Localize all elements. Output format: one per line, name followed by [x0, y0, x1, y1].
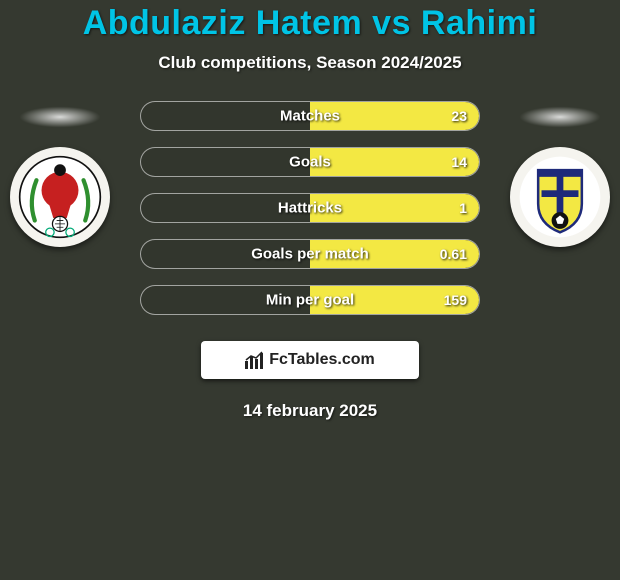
left-club-crest	[10, 147, 110, 247]
stat-right-value: 159	[444, 292, 467, 308]
left-player-badge	[0, 89, 120, 209]
brand-label: FcTables.com	[269, 351, 375, 369]
stat-row: Goals 14	[140, 147, 480, 177]
subtitle: Club competitions, Season 2024/2025	[0, 53, 620, 73]
stat-label: Matches	[280, 108, 340, 125]
infographic-root: Abdulaziz Hatem vs Rahimi Club competiti…	[0, 0, 620, 421]
date-label: 14 february 2025	[0, 401, 620, 421]
right-player-badge	[500, 89, 620, 209]
stat-label: Goals	[289, 154, 331, 171]
stat-row: Hattricks 1	[140, 193, 480, 223]
stat-label: Min per goal	[266, 292, 354, 309]
stat-row: Matches 23	[140, 101, 480, 131]
stat-row: Goals per match 0.61	[140, 239, 480, 269]
stat-label: Hattricks	[278, 200, 342, 217]
chart-icon	[245, 351, 265, 369]
stat-right-value: 14	[451, 154, 467, 170]
right-club-crest	[510, 147, 610, 247]
stat-row: Min per goal 159	[140, 285, 480, 315]
left-shadow	[6, 103, 114, 131]
stat-left-half	[141, 148, 310, 176]
left-crest-svg	[18, 155, 102, 239]
stat-right-value: 0.61	[440, 246, 467, 262]
brand-box: FcTables.com	[201, 341, 419, 379]
comparison-stage: Matches 23 Goals 14 Hattricks 1 Goals per matc…	[0, 101, 620, 421]
right-shadow	[506, 103, 614, 131]
stat-right-value: 23	[451, 108, 467, 124]
stat-label: Goals per match	[251, 246, 369, 263]
right-crest-svg	[518, 155, 602, 239]
stat-right-value: 1	[459, 200, 467, 216]
page-title: Abdulaziz Hatem vs Rahimi	[0, 4, 620, 43]
stat-rows: Matches 23 Goals 14 Hattricks 1 Goals per matc…	[140, 101, 480, 315]
